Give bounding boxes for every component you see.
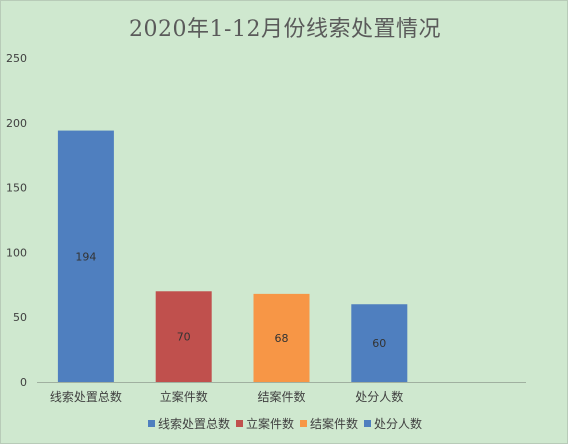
legend-item: 结案件数 [300, 415, 358, 432]
y-tick-label: 200 [6, 117, 27, 130]
bar-1 [57, 130, 114, 382]
legend-item: 立案件数 [235, 415, 294, 432]
bar-2 [155, 291, 212, 382]
chart-title: 2020年1-12月份线索处置情况 [129, 17, 441, 42]
bar-data-label: 194 [75, 250, 96, 263]
bar-4 [351, 304, 408, 382]
bar-data-label: 60 [372, 337, 386, 350]
legend-label: 处分人数 [374, 417, 423, 431]
x-tick-label: 立案件数 [160, 389, 208, 404]
legend-label: 结案件数 [310, 417, 359, 431]
y-tick-label: 50 [13, 311, 27, 324]
y-tick-label: 100 [6, 246, 27, 259]
x-tick-label: 处分人数 [355, 389, 403, 404]
legend-label: 立案件数 [245, 417, 294, 431]
x-tick-label: 结案件数 [257, 389, 305, 404]
chart-legend: 线索处置总数 立案件数 结案件数 处分人数 [1, 415, 568, 432]
legend-swatch [300, 420, 307, 427]
legend-swatch [235, 420, 243, 427]
bar-3 [253, 293, 310, 382]
y-tick-label: 0 [20, 376, 27, 389]
legend-swatch [364, 420, 372, 427]
legend-label: 线索处置总数 [157, 417, 230, 431]
bar-data-label: 70 [177, 331, 191, 344]
legend-item: 线索处置总数 [147, 415, 230, 432]
bar-data-label: 68 [275, 332, 289, 345]
y-tick-label: 250 [6, 52, 27, 65]
legend-swatch [147, 420, 155, 427]
x-tick-label: 线索处置总数 [50, 389, 122, 404]
y-tick-label: 150 [6, 182, 27, 195]
legend-item: 处分人数 [364, 415, 422, 432]
